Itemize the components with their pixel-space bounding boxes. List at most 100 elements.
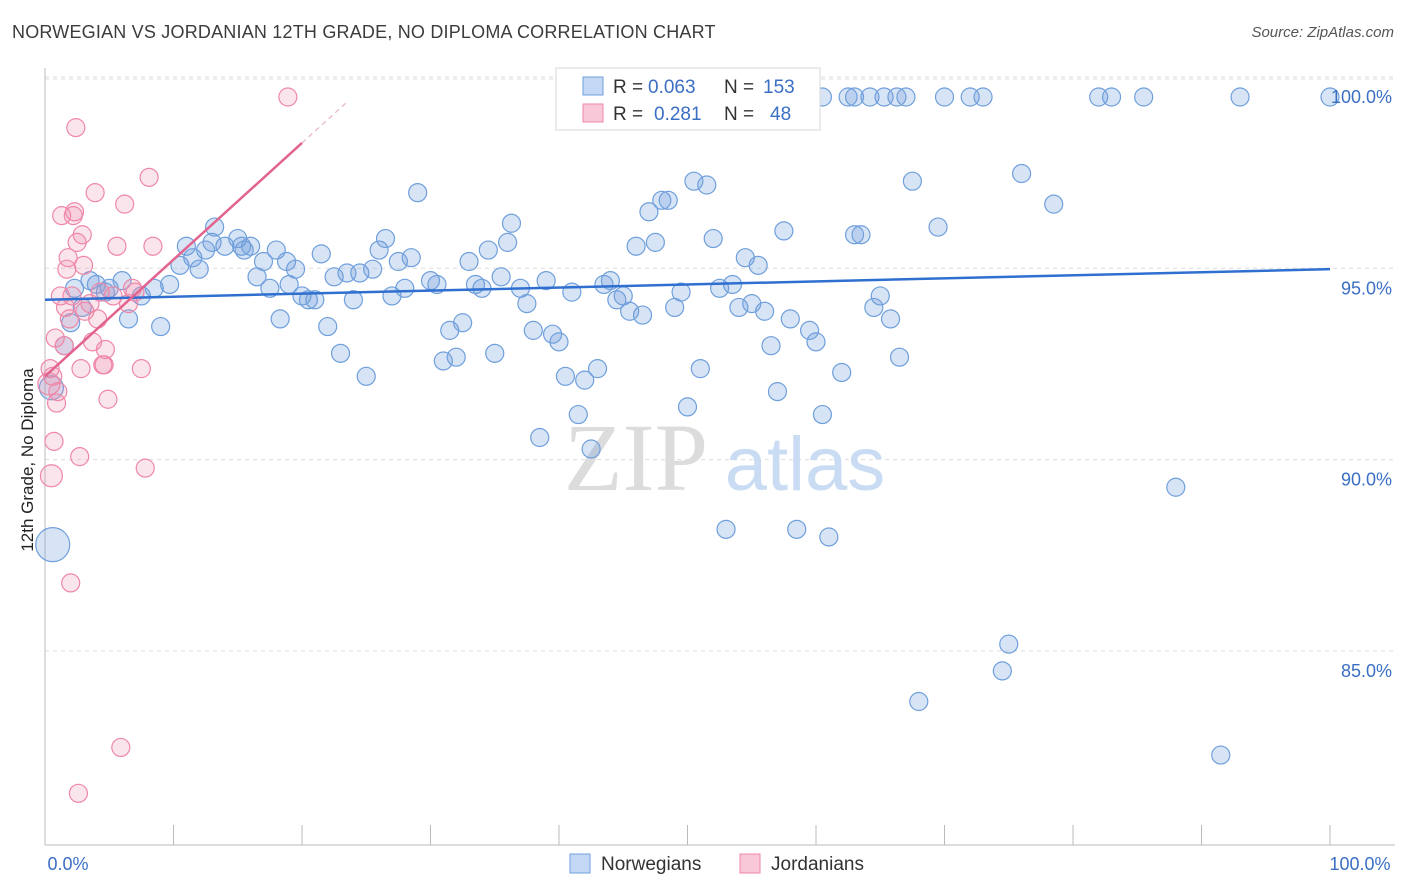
norwegian-point [369, 240, 389, 260]
norwegian-point [880, 309, 901, 329]
legend-r-label-2: R = [613, 104, 643, 125]
norwegian-point [639, 202, 659, 222]
jordanian-point [62, 286, 82, 306]
norwegian-point [697, 175, 717, 195]
legend: R = 0.063 N = 153 R = 0.281 N = 48 [555, 67, 821, 131]
y-tick-label: 95.0% [1341, 278, 1392, 298]
jordanian-point [131, 359, 151, 379]
norwegian-point [395, 278, 415, 298]
norwegian-point [896, 87, 916, 107]
norwegian-point [1320, 87, 1340, 107]
trend-line-jordanians [44, 141, 303, 378]
jordanian-point [143, 236, 163, 256]
norwegian-point [864, 297, 884, 318]
norwegian-point [1166, 477, 1186, 497]
jordanian-point [52, 206, 72, 226]
norwegian-point [160, 274, 180, 295]
norwegian-point [748, 255, 768, 275]
norwegian-point [658, 190, 678, 210]
norwegian-point [626, 236, 646, 256]
norwegian-point [318, 316, 338, 337]
norwegian-point [112, 271, 132, 291]
jordanian-point [40, 359, 60, 379]
jordanian-point [59, 309, 80, 329]
trend-lines [44, 101, 1331, 378]
trend-line-norwegians [44, 267, 1331, 302]
norwegian-point [934, 87, 955, 107]
jordanian-point [61, 573, 81, 593]
norwegian-point [690, 359, 710, 379]
norwegian-point [909, 691, 929, 712]
norwegian-point [260, 278, 280, 298]
norwegian-point [575, 370, 595, 390]
norwegian-point [1211, 745, 1231, 765]
norwegian-point [530, 427, 550, 448]
jordanian-point [71, 359, 91, 379]
x-tick-label-max: 100.0% [1329, 854, 1390, 874]
norwegian-point [375, 228, 396, 249]
norwegian-point [542, 324, 563, 344]
y-tick-label: 100.0% [1331, 87, 1392, 107]
norwegian-point [253, 251, 274, 272]
norwegian-point [787, 519, 807, 539]
norwegian-point [870, 286, 890, 306]
norwegian-point [536, 271, 556, 291]
legend-n-value-1: 153 [763, 77, 795, 98]
norwegian-point [555, 366, 576, 386]
norwegian-point [433, 351, 453, 371]
jordanian-point [73, 255, 94, 275]
norwegian-point [549, 332, 569, 352]
norwegian-point [324, 267, 344, 287]
jordanian-point [98, 389, 118, 409]
tick-labels: 85.0% 90.0% 95.0% 100.0% 0.0% 100.0% [47, 87, 1392, 874]
norwegian-point [902, 171, 922, 191]
norwegian-point [350, 263, 370, 283]
norwegian-point [581, 439, 601, 459]
norwegian-point [305, 290, 325, 310]
norwegian-point [729, 297, 749, 318]
norwegian-point [1044, 194, 1064, 214]
bottom-legend-jordanians: Jordanians [771, 854, 864, 875]
jordanian-point [94, 355, 114, 375]
jordanian-point [278, 87, 298, 107]
norwegian-point [478, 240, 498, 260]
norwegian-point [832, 362, 852, 383]
source-credit: Source: ZipAtlas.com [1251, 24, 1394, 41]
norwegian-point [568, 404, 588, 425]
norwegian-point [562, 282, 582, 302]
legend-r-value-2: 0.281 [654, 104, 702, 125]
jordanian-point [111, 737, 131, 758]
norwegian-point [799, 320, 820, 340]
jordanian-point [135, 458, 155, 478]
norwegian-point [523, 320, 543, 340]
norwegian-point [716, 519, 736, 539]
norwegian-point [427, 274, 447, 295]
jordanian-point [85, 183, 105, 203]
norwegian-point [517, 294, 537, 314]
norwegian-point [205, 217, 225, 237]
norwegian-point [1011, 163, 1032, 184]
norwegian-point [645, 232, 665, 252]
norwegian-point [652, 190, 672, 210]
norwegian-point [446, 347, 466, 367]
series-norwegians [35, 87, 1340, 765]
jordanian-point [70, 447, 90, 467]
norwegian-point [844, 225, 865, 245]
gridlines [45, 76, 1395, 652]
norwegian-point [851, 225, 871, 245]
norwegian-point [330, 343, 351, 363]
norwegian-point [285, 259, 306, 279]
legend-n-label-1: N = [724, 77, 754, 98]
norwegian-point [270, 309, 290, 329]
norwegian-point [151, 316, 171, 337]
norwegian-point [1134, 87, 1154, 107]
norwegian-point [388, 251, 408, 272]
norwegian-point [196, 240, 216, 260]
jordanian-point [66, 118, 86, 138]
jordanian-point [44, 431, 64, 451]
norwegian-point [812, 404, 833, 425]
jordanian-point [39, 464, 64, 488]
norwegian-point [684, 171, 704, 191]
jordanian-point [95, 339, 115, 360]
